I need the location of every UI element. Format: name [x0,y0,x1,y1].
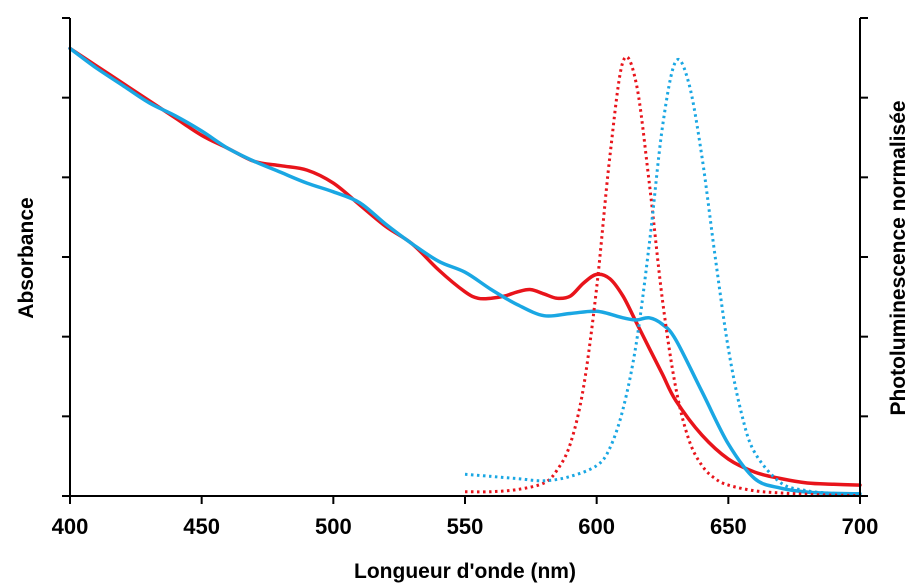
right-axis-title: Photoluminescence normalisée [887,100,910,415]
series-red-absorbance-line [68,46,862,487]
series-blue-absorbance-line [68,46,862,496]
series-blue-photoluminescence-line [464,58,861,497]
x-tick-label: 550 [447,514,484,539]
left-axis-title: Absorbance [15,197,38,318]
x-tick-label: 650 [710,514,747,539]
x-tick-label: 450 [183,514,220,539]
x-tick-label: 400 [52,514,89,539]
plot-series [68,46,862,498]
x-axis-title: Longueur d'onde (nm) [354,560,576,583]
x-tick-label: 700 [842,514,879,539]
x-tick-label: 600 [578,514,615,539]
series-red-photoluminescence-line [464,55,861,498]
axes: 400 450 500 550 600 650 700 [52,17,879,539]
x-tick-label: 500 [315,514,352,539]
